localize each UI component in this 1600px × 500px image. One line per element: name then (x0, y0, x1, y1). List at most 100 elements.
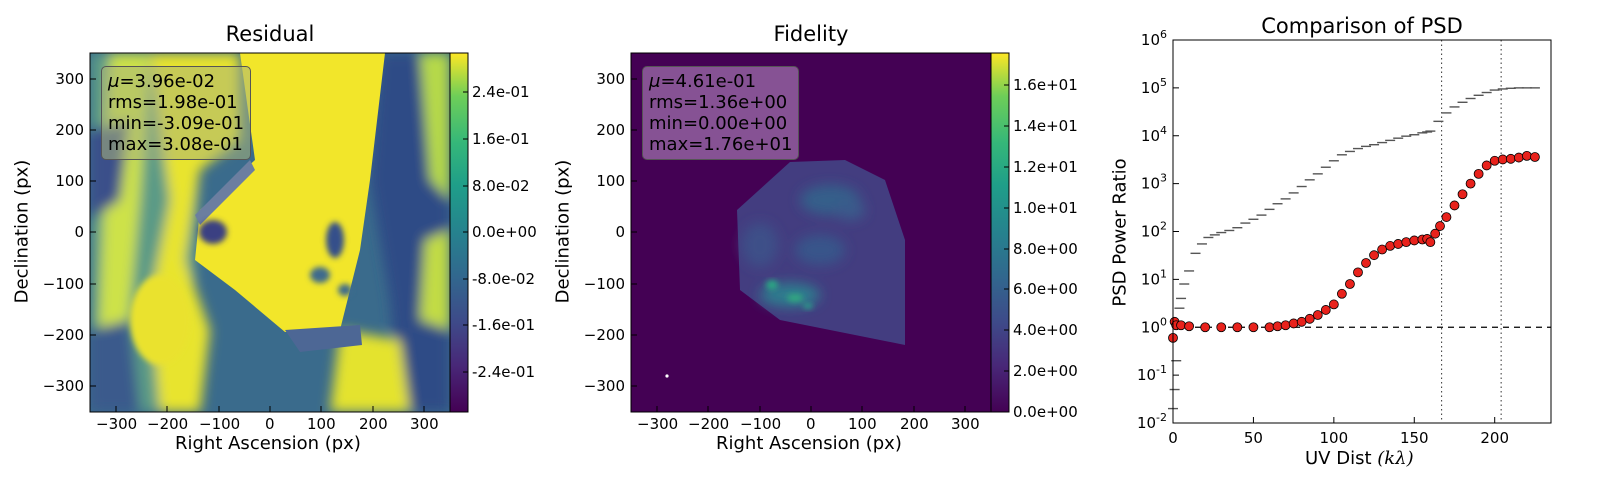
fidelity-title: Fidelity (773, 22, 849, 46)
psd-series-dashes (1168, 87, 1540, 410)
data-point (1345, 279, 1355, 289)
fidelity-y-axis-label: Declination (px) (552, 159, 574, 304)
data-point (1377, 244, 1388, 255)
y-tick-label: 104 (1141, 124, 1167, 145)
mu-symbol: μ (108, 71, 120, 92)
data-point (1430, 228, 1441, 239)
data-point (1473, 168, 1484, 179)
psd-plot-frame (1172, 39, 1552, 424)
data-point (1417, 234, 1428, 245)
data-point (1422, 234, 1433, 244)
fidelity-stats-box: μ=4.61e-01 rms=1.36e+00 min=0.00e+00 max… (642, 66, 800, 160)
fidelity-x-axis-label: Right Ascension (px) (716, 433, 902, 454)
residual-rms: rms=1.98e-01 (108, 92, 238, 113)
y-tick-label: 0 (74, 223, 84, 241)
data-point (1272, 321, 1283, 332)
data-point (1216, 322, 1227, 333)
x-tick-label: 300 (410, 415, 439, 433)
data-point (1312, 310, 1323, 320)
colorbar-tick-label: 0.0e+00 (472, 223, 537, 241)
residual-min: min=-3.09e-01 (108, 113, 245, 134)
fidelity-mean: =4.61e-01 (660, 71, 757, 92)
data-point (1409, 235, 1420, 246)
colorbar-tick-label: 1.6e+01 (1013, 76, 1078, 94)
data-point (1176, 320, 1186, 331)
data-point (1369, 250, 1379, 261)
psd-reference-lines (1173, 40, 1551, 423)
x-tick-label: −100 (199, 415, 241, 433)
data-point (1401, 237, 1412, 248)
data-point (1465, 178, 1476, 189)
x-tick-label: −200 (147, 415, 189, 433)
y-tick-label: −300 (42, 377, 84, 395)
residual-x-axis-label: Right Ascension (px) (175, 433, 361, 454)
colorbar-tick-label: 8.0e+00 (1013, 240, 1078, 258)
y-tick-label: 100 (596, 172, 625, 190)
colorbar-tick-label: -8.0e-02 (472, 270, 535, 288)
data-point (1435, 221, 1445, 231)
x-tick-label: 200 (900, 415, 929, 433)
y-tick-label: −200 (583, 326, 625, 344)
data-point (1168, 332, 1178, 343)
y-tick-label: −100 (42, 275, 84, 293)
x-tick-label: 0 (1168, 429, 1178, 447)
data-point (1425, 237, 1436, 248)
x-tick-label: −200 (688, 415, 730, 433)
data-point (1328, 299, 1339, 310)
data-point (1353, 267, 1363, 278)
data-point (1441, 212, 1452, 222)
residual-mean: =3.96e-02 (119, 71, 216, 92)
x-tick-label: 100 (307, 415, 336, 433)
residual-stats-box: μ=3.96e-02 rms=1.98e-01 min=-3.09e-01 ma… (101, 66, 252, 160)
psd-x-axis-label-math: (kλ) (1377, 448, 1414, 469)
x-tick-label: 100 (848, 415, 877, 433)
data-point (1481, 160, 1492, 171)
y-tick-label: 102 (1141, 220, 1167, 241)
residual-max: max=3.08e-01 (108, 134, 243, 155)
data-point (1513, 152, 1524, 163)
psd-title: Comparison of PSD (1261, 14, 1463, 38)
colorbar-tick-label: 4.0e+00 (1013, 321, 1078, 339)
y-tick-label: 101 (1141, 267, 1167, 288)
colorbar-tick-label: 2.4e-01 (472, 83, 530, 101)
x-tick-label: 200 (1480, 429, 1509, 447)
psd-y-tick-labels: 10-2 10-1 100 101 102 103 104 105 106 (1137, 28, 1179, 432)
x-tick-label: 300 (951, 415, 980, 433)
psd-x-tick-labels: 0 50 100 150 200 (1168, 417, 1509, 447)
y-tick-label: 103 (1141, 172, 1167, 193)
psd-y-axis-label: PSD Power Ratio (1109, 158, 1131, 307)
colorbar-tick-label: -2.4e-01 (472, 363, 535, 381)
y-tick-label: 100 (1141, 315, 1167, 336)
y-tick-label: 300 (596, 70, 625, 88)
data-point (1449, 200, 1460, 211)
data-point (1393, 239, 1404, 249)
x-tick-label: −100 (740, 415, 782, 433)
data-point (1184, 321, 1194, 332)
x-tick-label: 50 (1244, 429, 1263, 447)
x-tick-label: 100 (1320, 429, 1349, 447)
colorbar-tick-label: 0.0e+00 (1013, 403, 1078, 421)
data-point (1521, 150, 1532, 161)
residual-title: Residual (225, 22, 315, 46)
data-point (1171, 320, 1182, 331)
data-point (1169, 316, 1180, 327)
data-point (1304, 313, 1315, 324)
psd-series-circles (1168, 150, 1540, 343)
residual-y-axis-label: Declination (px) (11, 159, 33, 304)
mu-symbol: μ (649, 71, 661, 92)
data-point (1489, 155, 1500, 166)
y-tick-label: 300 (55, 70, 84, 88)
data-point (1200, 322, 1211, 333)
colorbar-tick-label: 1.0e+01 (1013, 199, 1078, 217)
x-tick-label: 0 (806, 415, 816, 433)
colorbar-tick-label: 2.0e+00 (1013, 362, 1078, 380)
colorbar-tick-label: 1.2e+01 (1013, 158, 1078, 176)
data-point (1457, 189, 1468, 200)
data-point (1288, 318, 1299, 329)
data-point (1385, 241, 1396, 251)
y-tick-label: 100 (55, 172, 84, 190)
data-point (1336, 288, 1347, 299)
y-tick-label: 105 (1141, 76, 1167, 97)
psd-x-axis-label-text: UV Dist (1305, 448, 1378, 469)
data-point (1497, 154, 1508, 165)
